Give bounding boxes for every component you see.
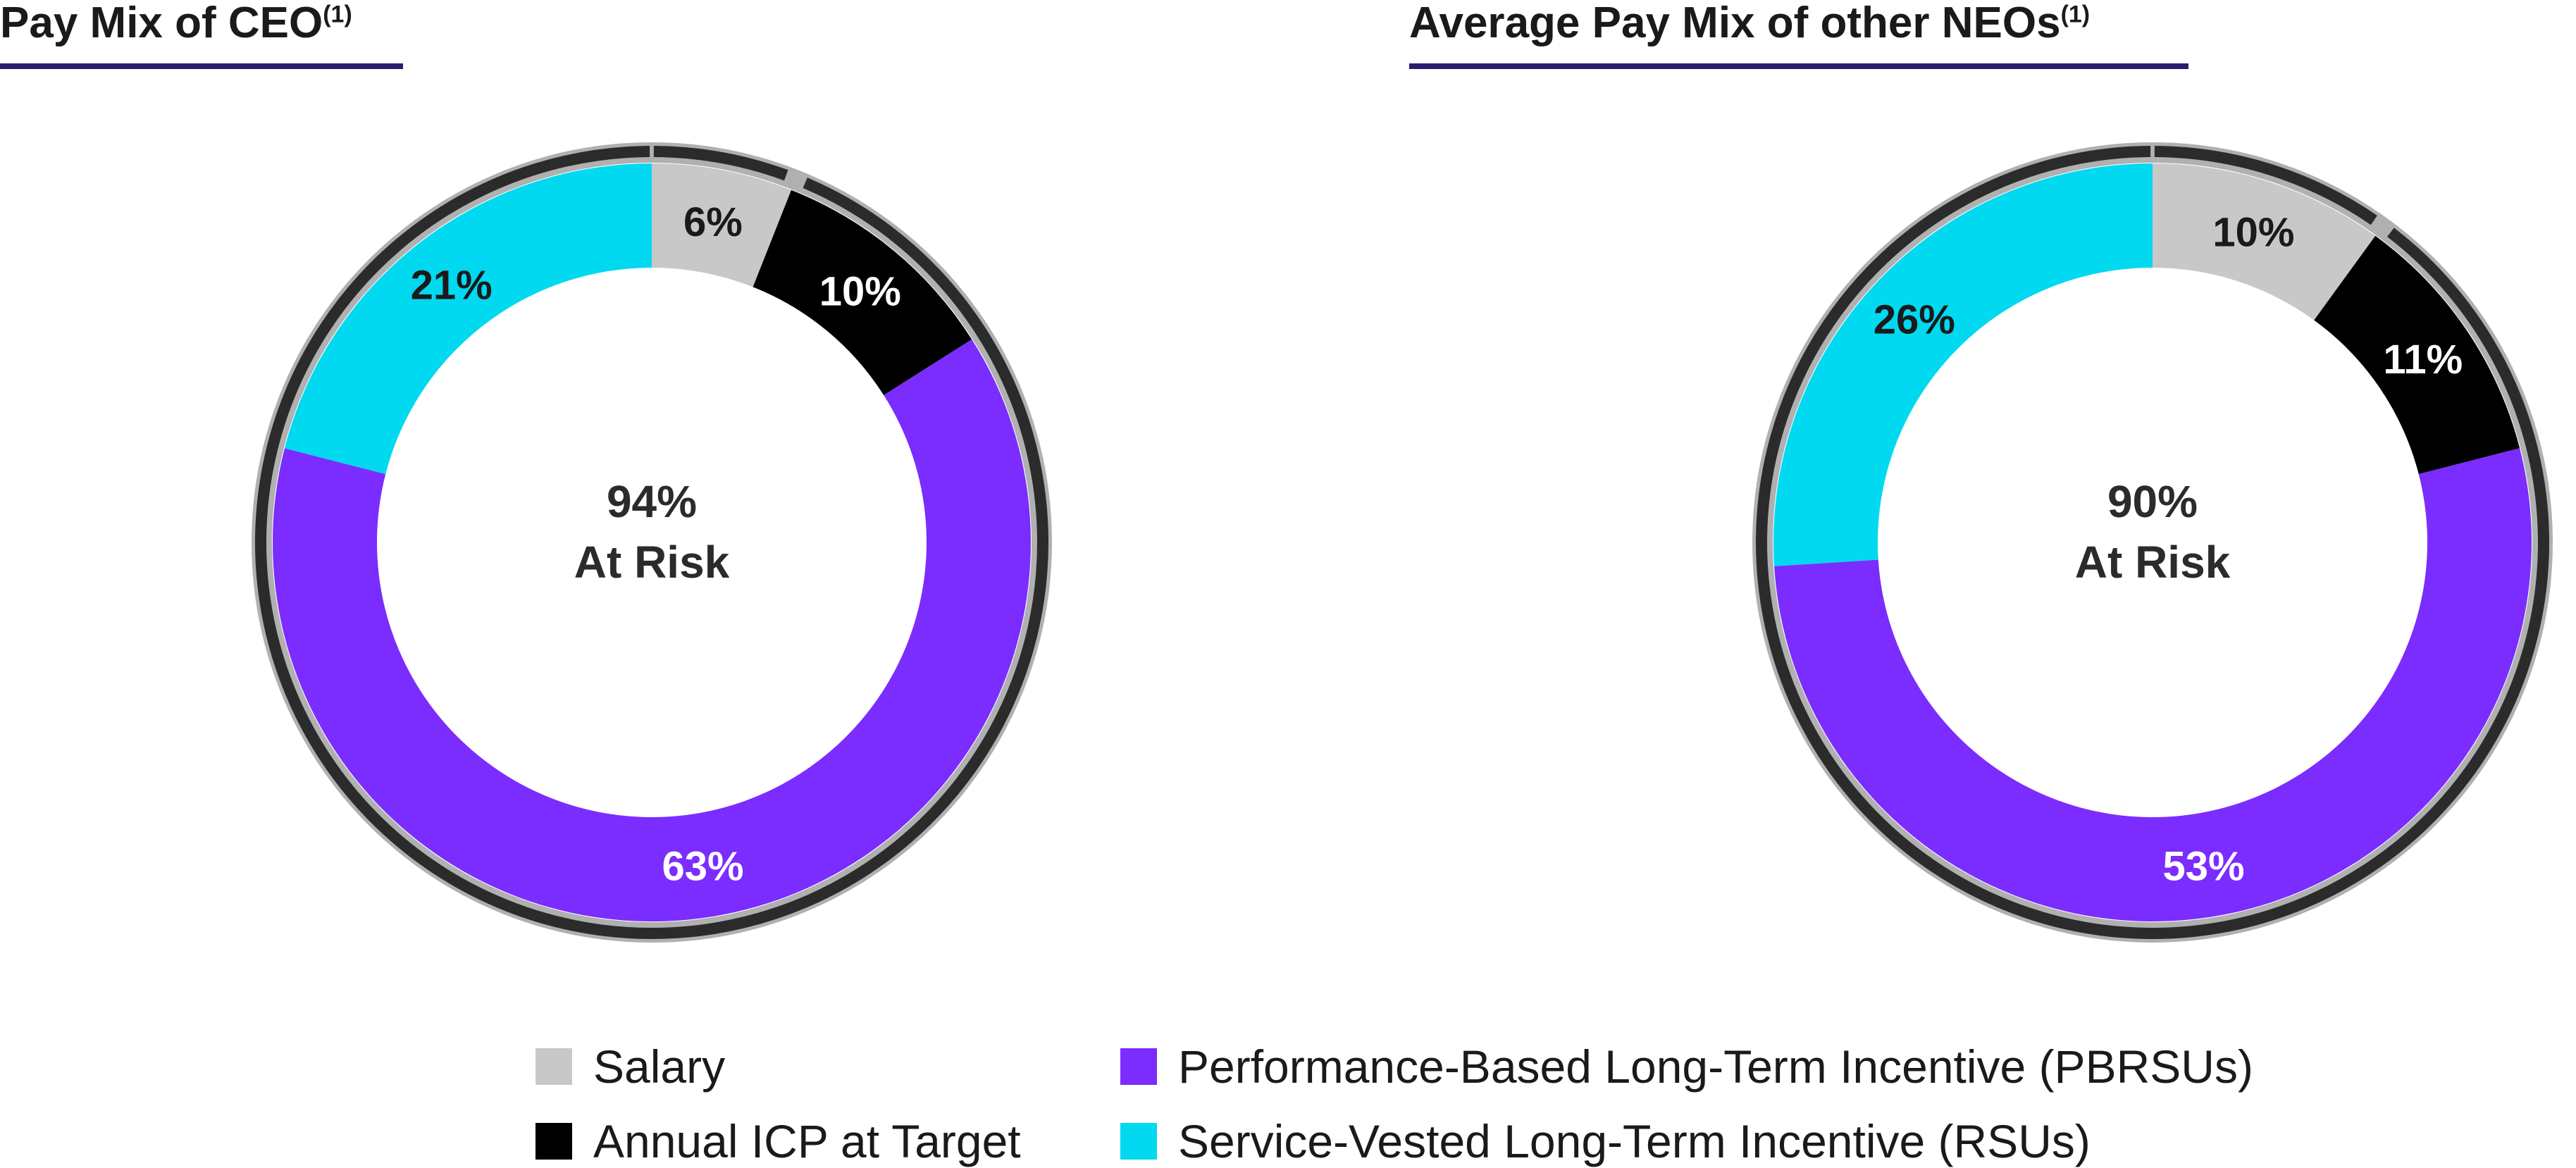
legend-swatch-pbrsus <box>1120 1048 1157 1085</box>
legend-label-salary: Salary <box>593 1040 726 1093</box>
legend-swatch-annual-icp <box>535 1123 572 1160</box>
legend-swatch-salary <box>535 1048 572 1085</box>
chart-title-ceo: Pay Mix of CEO(1) <box>0 0 352 47</box>
slice-label-service-vested-long-term-incentive-rsus: 21% <box>411 262 493 308</box>
slice-label-salary: 6% <box>683 199 743 245</box>
not-at-risk-arc-neo <box>2154 146 2377 225</box>
legend-label-annual-icp: Annual ICP at Target <box>593 1115 1021 1167</box>
title-underline-ceo <box>0 63 403 69</box>
at-risk-arc-neo <box>1756 146 2549 939</box>
legend-item-salary: Salary <box>535 1040 725 1093</box>
slice-label-performance-based-long-term-incentive-pbrsus: 53% <box>2163 843 2245 889</box>
center-label-line-2: At Risk <box>574 537 730 588</box>
legend-item-pbrsus: Performance-Based Long-Term Incentive (P… <box>1120 1040 2253 1093</box>
center-label-line-1: 94% <box>607 476 697 527</box>
slice-label-annual-icp-at-target: 10% <box>819 268 901 314</box>
legend-swatch-rsus <box>1120 1123 1157 1160</box>
at-risk-arc-ceo <box>255 146 1048 939</box>
legend-item-rsus: Service-Vested Long-Term Incentive (RSUs… <box>1120 1114 2091 1168</box>
legend-label-rsus: Service-Vested Long-Term Incentive (RSUs… <box>1178 1115 2091 1167</box>
slice-performance-based-long-term-incentive-pbrsus <box>1774 448 2532 921</box>
slice-label-performance-based-long-term-incentive-pbrsus: 63% <box>662 843 744 889</box>
title-underline-neo <box>1409 63 2188 69</box>
slice-label-annual-icp-at-target: 11% <box>2383 337 2463 383</box>
slice-service-vested-long-term-incentive-rsus <box>284 163 652 475</box>
not-at-risk-arc-ceo <box>653 146 788 181</box>
slice-label-salary: 10% <box>2212 210 2294 256</box>
chart-title-neo: Average Pay Mix of other NEOs(1) <box>1409 0 2091 47</box>
donut-chart-ceo: 6% 10% 63% 21% 94% At Risk <box>252 142 1052 943</box>
center-label-line-1: 90% <box>2107 476 2198 527</box>
legend-item-annual-icp: Annual ICP at Target <box>535 1114 1021 1168</box>
slice-annual-icp-at-target <box>753 190 972 396</box>
slice-salary <box>652 163 792 287</box>
slice-label-service-vested-long-term-incentive-rsus: 26% <box>1874 297 1955 342</box>
legend-label-pbrsus: Performance-Based Long-Term Incentive (P… <box>1178 1040 2253 1093</box>
slice-annual-icp-at-target <box>2314 235 2520 475</box>
slice-service-vested-long-term-incentive-rsus <box>1773 163 2153 566</box>
slice-salary <box>2153 163 2376 321</box>
center-label-line-2: At Risk <box>2075 537 2231 588</box>
donut-chart-neo: 10% 11% 53% 26% 90% At Risk <box>1752 142 2553 943</box>
slice-performance-based-long-term-incentive-pbrsus <box>272 339 1031 922</box>
